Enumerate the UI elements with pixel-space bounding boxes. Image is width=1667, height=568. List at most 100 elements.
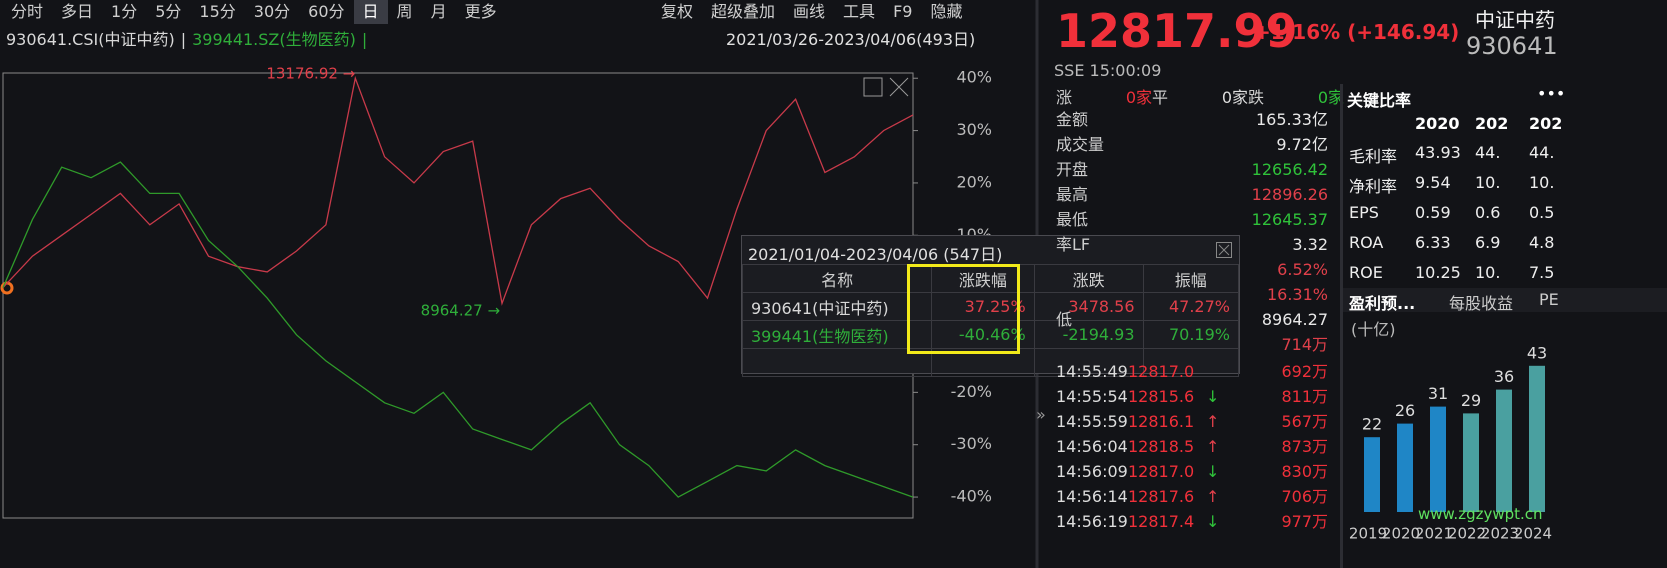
trade-arrow: ↓ [1206,387,1220,406]
stat-label: 成交量 [1056,135,1105,154]
ratio-label: ROE [1349,263,1383,282]
bar-label: 29 [1461,391,1481,410]
x-tick-label: 2023 [1481,525,1519,543]
x-tick-label: 2021 [1415,525,1453,543]
ratio-year: 202 [1529,114,1563,133]
forecast-chart: 22 2019 26 2020 31 2021 29 2022 36 2023 43 2024 [1349,343,1552,543]
trade-price: 12817.0 [1128,462,1195,481]
ratio-row: 净利率 9.54 10. 10. [1343,168,1667,198]
trade-arrow: ↓ [1206,512,1220,531]
ratios-panel: 关键比率 ••• 2020 202 202 毛利率 43.93 44. 44. 净利率 9.54… [1340,84,1667,568]
stat-value: 6.52% [1277,260,1328,279]
popup-cell: 399441(生物医药) [741,320,933,349]
ratio-label: 毛利率 [1349,147,1398,166]
trades: 14:55:49 12817.0 692万 14:55:54 12815.6 ↓ 811万 1… [1056,359,1328,534]
period-button[interactable]: 日 [353,0,388,24]
period-button[interactable]: 月 [430,2,447,21]
extreme-annotation: 8964.27 → [421,302,500,320]
ratio-row: 毛利率 43.93 44. 44. [1343,138,1667,168]
legend-entry: 399441.SZ(生物医药) [192,30,356,49]
trade-time: 14:56:04 [1056,437,1128,456]
ratio-value: 7.5 [1529,263,1555,282]
trade-price: 12817.4 [1128,512,1195,531]
stat-row: 率LF 3.32 [1056,232,1328,257]
trade-volume: 811万 [1281,387,1328,406]
trade-volume: 873万 [1281,437,1328,456]
stat-row: 6.52% [1056,257,1328,282]
trade-time: 14:56:19 [1056,512,1128,531]
unit-label: (十亿) [1351,320,1396,339]
breadth-item: 跌 [1248,88,1265,107]
tool-button[interactable]: 隐藏 [930,2,963,21]
tool-button[interactable]: 工具 [843,2,876,21]
ratio-row: EPS 0.59 0.6 0.5 [1343,198,1667,228]
period-button[interactable]: 60分 [308,2,345,21]
date-range[interactable]: 2021/03/26-2023/04/06(493日) [726,30,976,49]
series-line [2,161,914,498]
ratio-value: 44. [1475,143,1501,162]
restore-icon[interactable] [863,77,883,97]
stat-value: 9.72亿 [1276,135,1328,154]
period-button[interactable]: 30分 [253,2,291,21]
trade-volume: 977万 [1281,512,1328,531]
stat-label: 金额 [1056,110,1089,129]
ratio-value: 0.5 [1529,203,1555,222]
period-button[interactable]: 周 [396,2,413,21]
trade-row: 14:56:19 12817.4 ↓ 977万 [1056,509,1328,534]
popup-cell: 70.19% [1142,320,1239,349]
x-tick-label: 2019 [1349,525,1387,543]
trade-time: 14:56:09 [1056,462,1128,481]
tool-button[interactable]: 画线 [793,2,826,21]
stat-value: 16.31% [1266,285,1328,304]
period-button[interactable]: 更多 [464,2,497,21]
stat-value: 3.32 [1292,235,1328,254]
tool-button[interactable]: 复权 [661,2,694,21]
quote-code: 930641 [1466,32,1558,60]
expand-icon[interactable]: » [1036,405,1046,424]
ratio-row: ROA 6.33 6.9 4.8 [1343,228,1667,258]
breadth-item: 0家 [1125,88,1152,107]
period-button[interactable]: 分时 [11,2,44,21]
y-tick-label: 20% [956,172,992,191]
period-toolbar: 分时 多日 1分 5分 15分 30分 60分日周月更多 [2,0,506,24]
y-tick-label: 40% [956,68,992,87]
trade-volume: 692万 [1281,362,1328,381]
trade-row: 14:55:49 12817.0 692万 [1056,359,1328,384]
ratio-header: 2020 202 202 [1343,110,1667,138]
ratio-label: EPS [1349,203,1379,222]
popup-title: 2021/01/04-2023/04/06 (547日) [748,245,1003,264]
popup-close[interactable] [1216,242,1232,258]
more-button[interactable]: ••• [1537,84,1566,103]
stat-row: 成交量 9.72亿 [1056,132,1328,157]
stat-row: 低 8964.27 [1056,307,1328,332]
stat-row: 714万 [1056,332,1328,357]
trade-price: 12817.0 [1128,362,1195,381]
period-button[interactable]: 多日 [61,2,94,21]
period-button[interactable]: 1分 [111,2,138,21]
close-icon[interactable] [889,77,909,97]
forecast-tab[interactable]: 盈利预... [1349,294,1416,313]
tool-button[interactable]: F9 [893,2,913,21]
forecast-tab[interactable]: 每股收益 [1449,294,1514,313]
breadth-item: 0家 [1317,88,1344,107]
bar [1529,365,1545,512]
series-line [2,75,914,306]
period-button[interactable]: 5分 [155,2,182,21]
forecast-tab[interactable]: PE [1539,290,1559,309]
tool-button[interactable]: 超级叠加 [711,2,776,21]
stats: 金额 165.33亿 成交量 9.72亿 开盘 12656.42 最高 12896.26 最低 1… [1056,107,1328,357]
trade-time: 14:56:14 [1056,487,1128,506]
legend-separator: | [361,30,368,49]
ratio-row: ROE 10.25 10. 7.5 [1343,258,1667,288]
ratio-table: 2020 202 202 毛利率 43.93 44. 44. 净利率 9.54 10. 10. EPS… [1343,110,1667,288]
ratio-value: 0.6 [1475,203,1501,222]
ratios-title: 关键比率 [1347,91,1412,110]
ratio-value: 10. [1475,173,1501,192]
ratio-value: 6.33 [1415,233,1451,252]
quote-panel: 12817.99 +1.16% (+146.94) 中证中药 930641 SS… [1036,0,1667,568]
period-button[interactable]: 15分 [199,2,236,21]
trade-row: 14:55:54 12815.6 ↓ 811万 [1056,384,1328,409]
trade-price: 12815.6 [1128,387,1195,406]
stat-value: 8964.27 [1261,310,1328,329]
breadth-item: 0家 [1221,88,1248,107]
